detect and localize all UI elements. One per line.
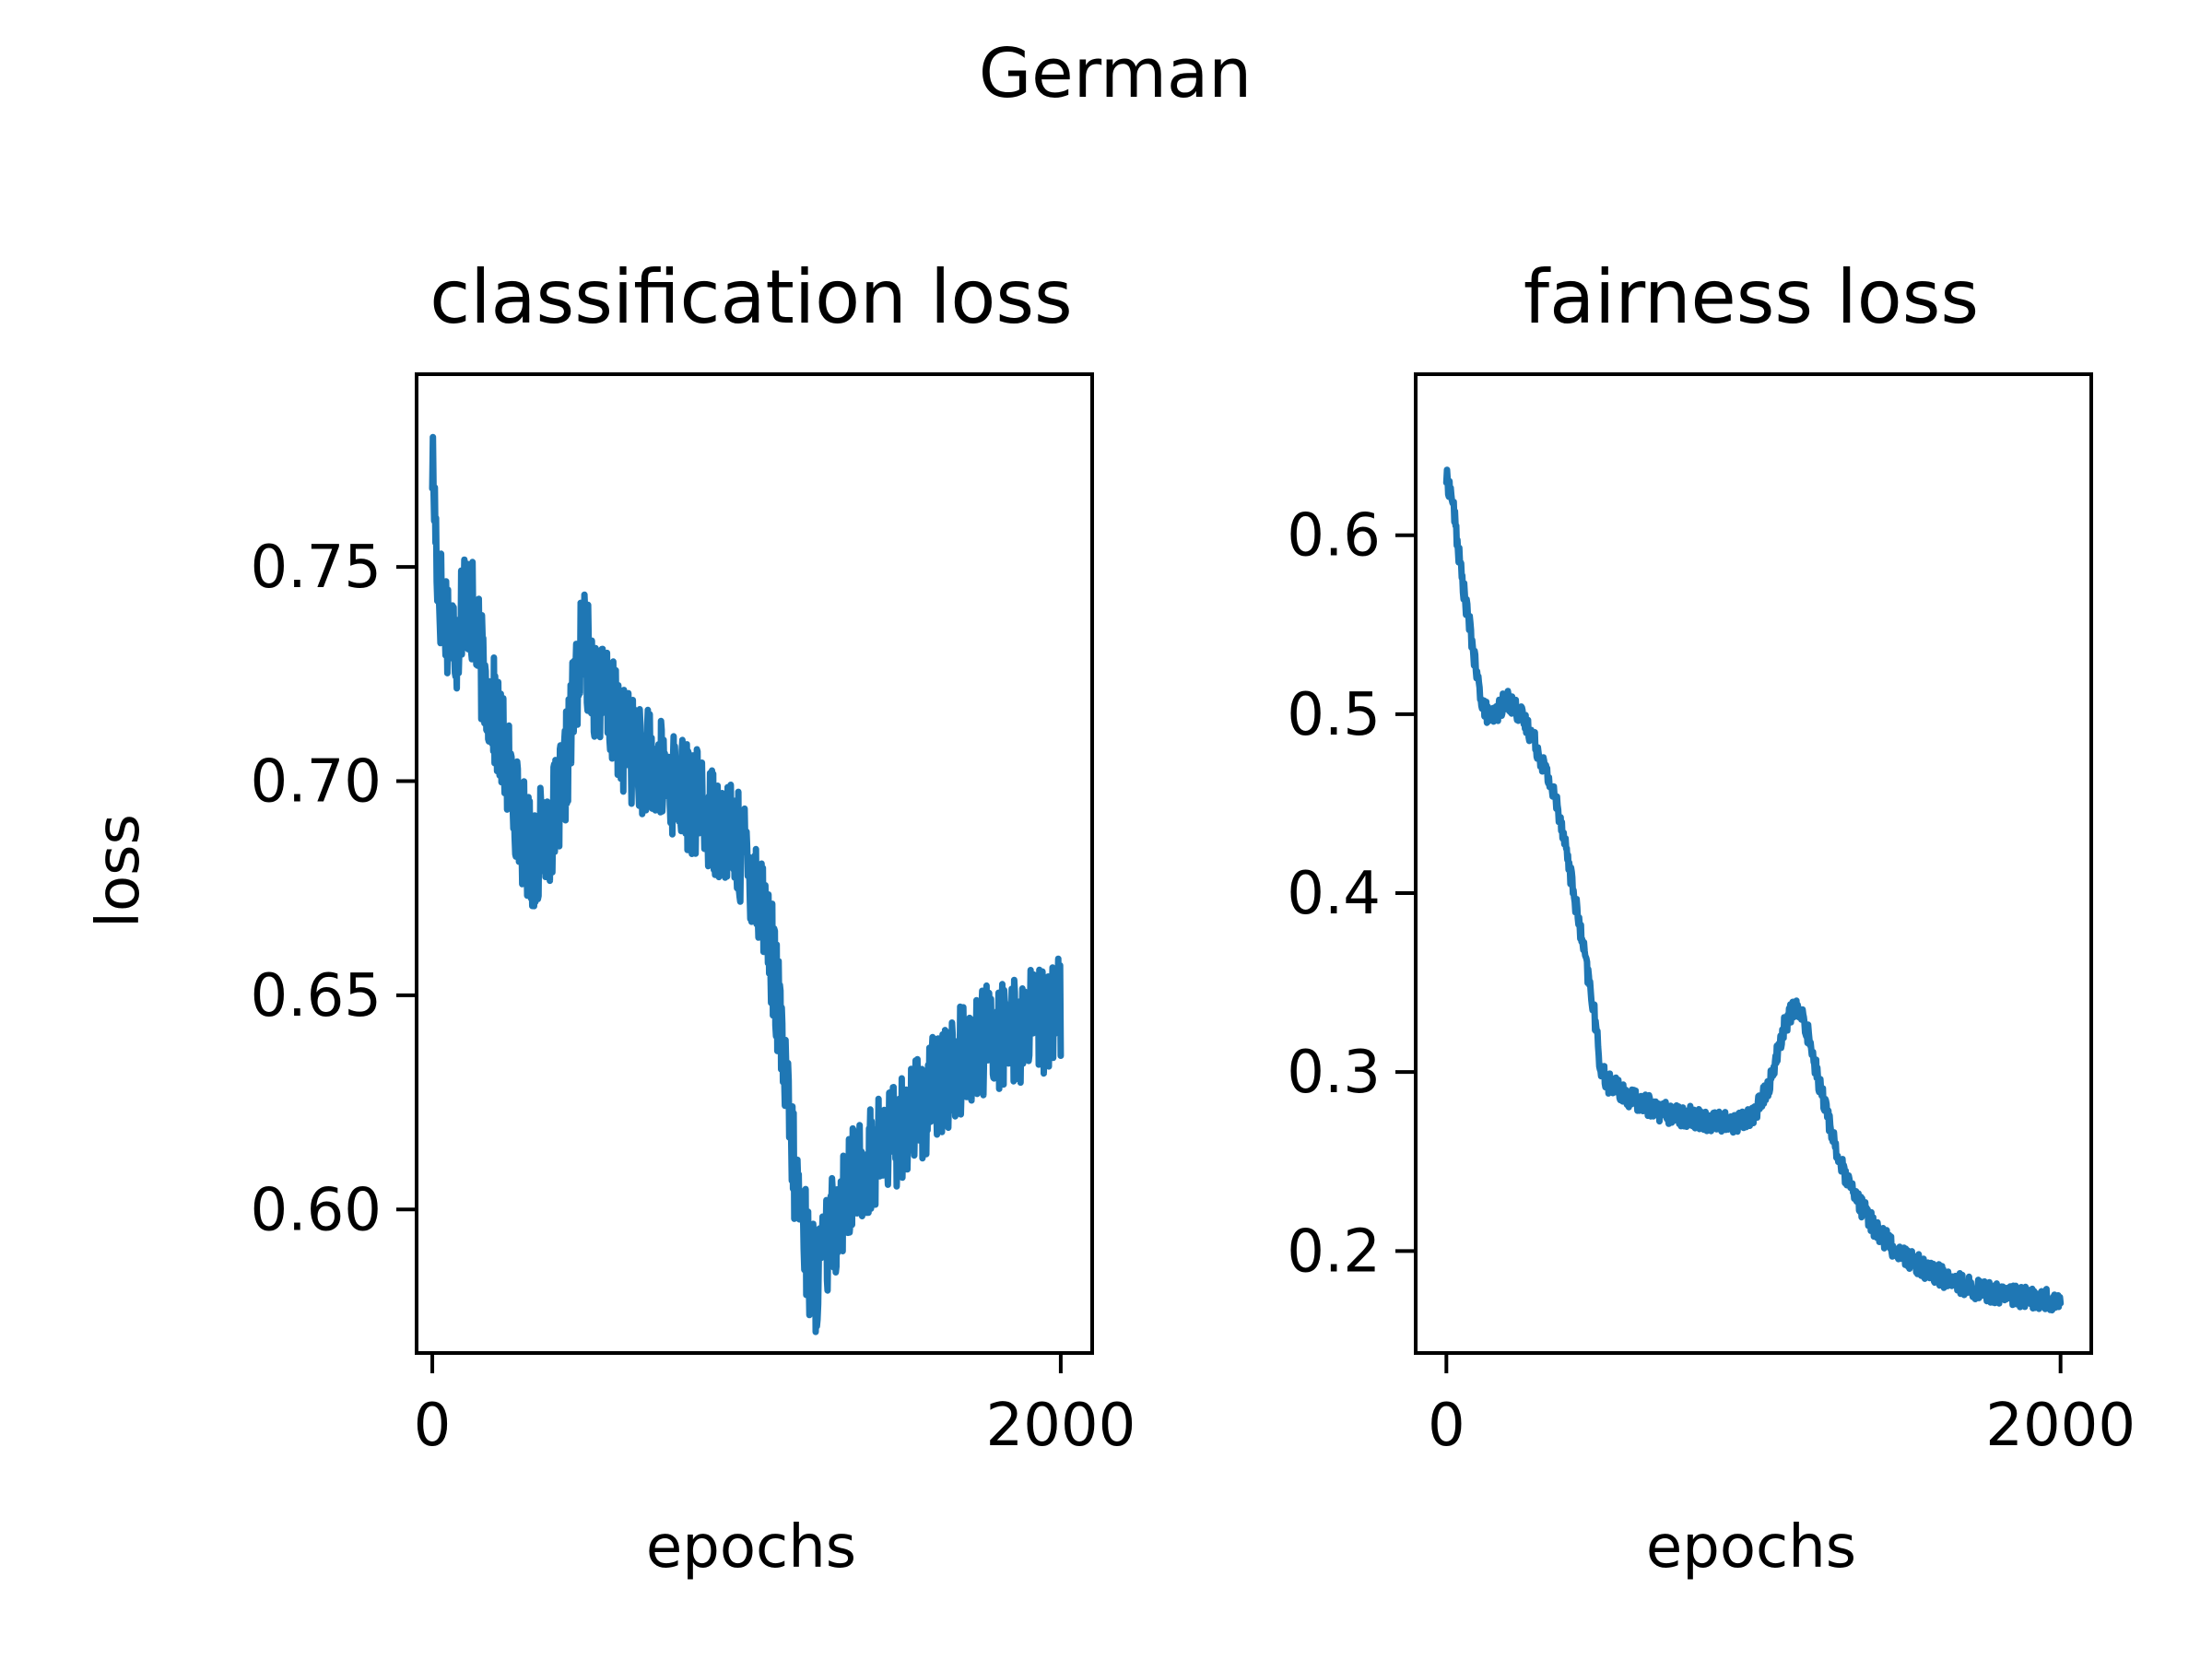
- y-tick-label: 0.5: [1287, 681, 1381, 749]
- classification-loss-panel: classification loss loss epochs 0.60 0.65…: [85, 254, 1135, 1582]
- fairness-loss-series-group: [1442, 466, 2065, 1314]
- classification-loss-axes-frame: [415, 372, 1094, 1355]
- x-axis-label: epochs: [1646, 1513, 1856, 1582]
- x-axis-label: epochs: [646, 1513, 856, 1582]
- fairness-loss-series-line: [1442, 466, 2065, 1314]
- y-tick-label: 0.60: [251, 1176, 382, 1244]
- y-tick-label: 0.6: [1287, 502, 1381, 571]
- classification-loss-ticks: 0.60 0.65 0.70 0.75 0 2000: [251, 534, 1136, 1460]
- x-tick-label: 0: [1428, 1392, 1465, 1460]
- x-tick-label: 2000: [985, 1392, 1135, 1460]
- fairness-loss-panel: fairness loss epochs 0.2 0.3 0.4 0.5 0.6 0 200…: [1287, 254, 2136, 1582]
- y-tick-label: 0.3: [1287, 1039, 1381, 1107]
- classification-loss-title: classification loss: [429, 254, 1072, 340]
- y-axis-label: loss: [85, 814, 153, 928]
- fairness-loss-ticks: 0.2 0.3 0.4 0.5 0.6 0 2000: [1287, 502, 2136, 1460]
- y-tick-label: 0.2: [1287, 1218, 1381, 1286]
- x-tick-label: 2000: [1985, 1392, 2136, 1460]
- y-tick-label: 0.65: [251, 962, 382, 1030]
- figure-suptitle: German: [979, 34, 1252, 113]
- y-tick-label: 0.70: [251, 748, 382, 817]
- y-tick-label: 0.75: [251, 534, 382, 602]
- fairness-loss-axes-frame: [1414, 372, 2093, 1355]
- x-tick-label: 0: [414, 1392, 452, 1460]
- classification-loss-series-group: [429, 433, 1065, 1335]
- y-tick-label: 0.4: [1287, 860, 1381, 928]
- fairness-loss-title: fairness loss: [1524, 254, 1979, 340]
- classification-loss-series-line: [429, 433, 1065, 1335]
